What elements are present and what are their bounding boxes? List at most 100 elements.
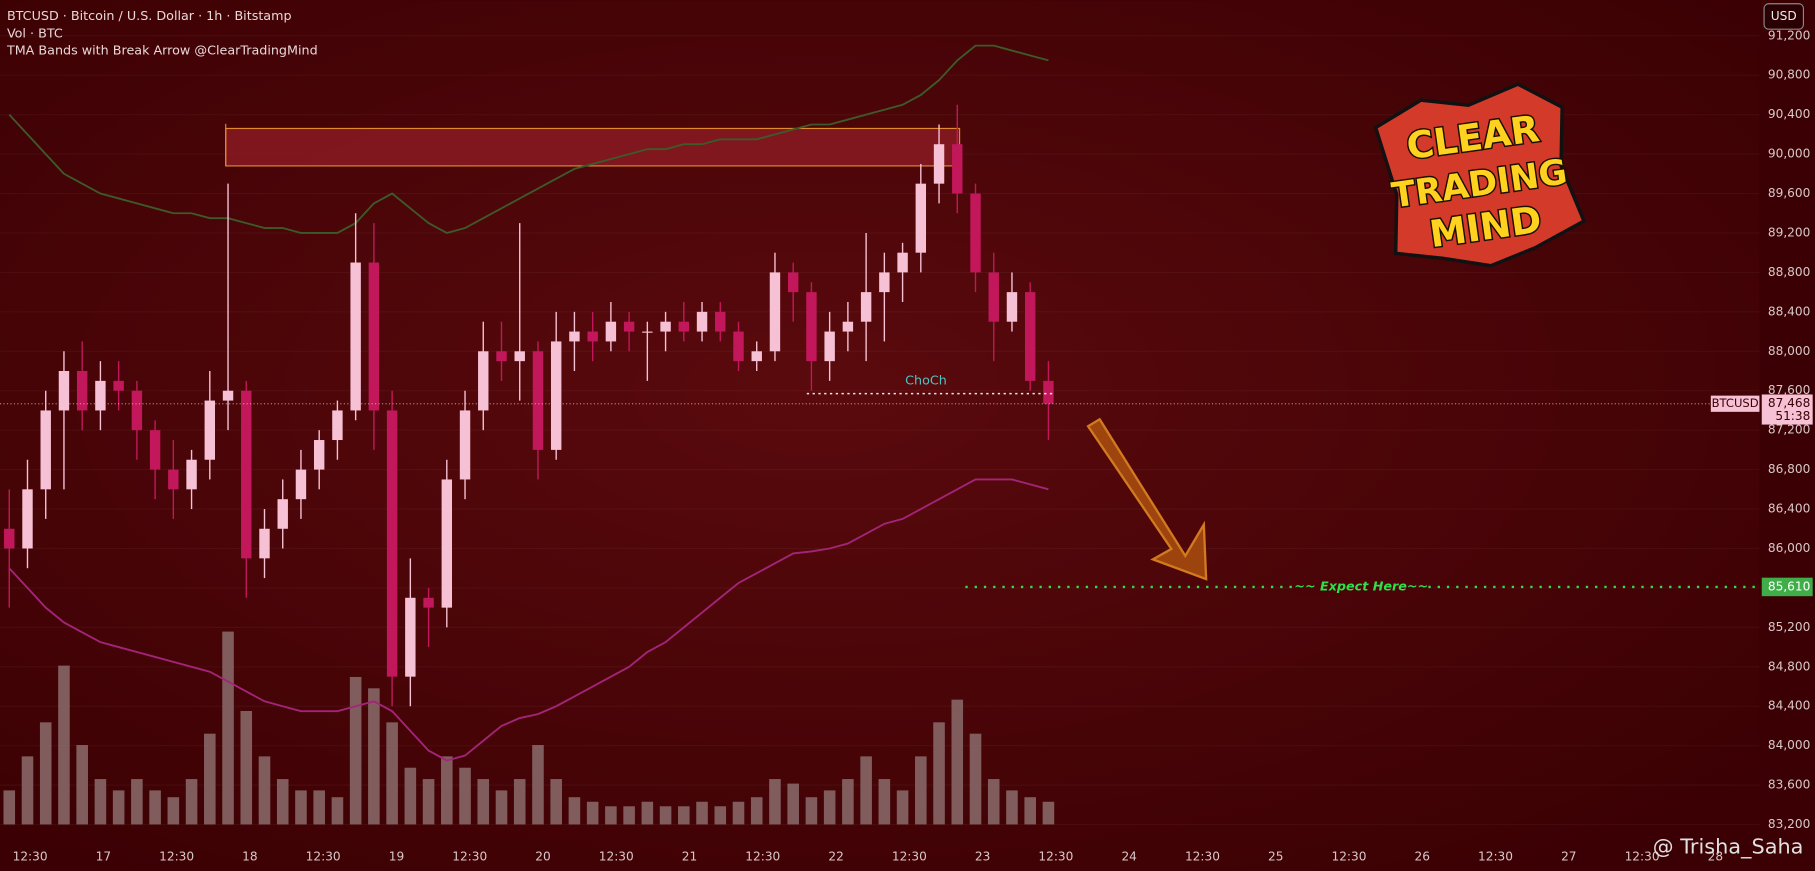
y-tick-label: 86,400 [1768, 502, 1810, 516]
countdown-label: 51:38 [1775, 409, 1810, 423]
candle-body [277, 499, 288, 529]
candle-body [313, 440, 325, 470]
volume-bar [21, 756, 34, 825]
down-arrow [1086, 417, 1208, 581]
volume-bar [532, 745, 544, 825]
candle-body [988, 272, 999, 322]
currency-label[interactable]: USD [1771, 9, 1797, 23]
candle-body [95, 380, 106, 411]
logo-badge [1373, 82, 1587, 268]
y-tick-label: 84,400 [1768, 699, 1810, 713]
target-text-bg [1294, 578, 1427, 596]
candle-body [587, 331, 598, 342]
volume-bar [222, 631, 234, 825]
candle-body [149, 430, 161, 470]
candle-body [970, 193, 981, 273]
volume-bar [678, 806, 690, 825]
y-tick-label: 88,800 [1768, 265, 1810, 279]
y-tick-label: 86,800 [1768, 462, 1810, 476]
x-tick-label: 12:30 [1478, 849, 1513, 863]
target-text: ~~ Expect Here~~ [1294, 579, 1428, 594]
volume-bar [131, 779, 143, 825]
watermark: @ Trisha_Saha [1653, 835, 1804, 860]
candle-body [241, 390, 252, 559]
currency-button[interactable] [1763, 3, 1805, 30]
volume-bar [951, 699, 964, 825]
price-tag [1761, 394, 1813, 425]
candle-body [368, 262, 380, 411]
volume-bar [295, 790, 307, 825]
x-tick-label: 22 [828, 849, 843, 863]
price-axis [1759, 0, 1815, 871]
candle-body [76, 371, 88, 411]
candle-body [1024, 292, 1036, 381]
volume-bar [605, 806, 617, 825]
candle-body [423, 597, 434, 608]
tma-band [8, 478, 1049, 762]
volume-bar [94, 779, 107, 825]
volume-bar [915, 756, 927, 825]
y-tick-label: 91,200 [1768, 28, 1810, 42]
volume-bar [149, 790, 161, 825]
candle-body [405, 597, 416, 677]
header-volume: Vol · BTC [7, 26, 63, 41]
choch-label: ChoCh [905, 373, 947, 388]
candle-body [933, 144, 945, 184]
volume-bar [58, 665, 70, 825]
volume-bar [659, 806, 672, 825]
volume-bar [1042, 801, 1055, 825]
candle-body [751, 351, 762, 362]
volume-bar [313, 790, 325, 825]
candle-body [496, 351, 507, 362]
candle-body [58, 371, 70, 411]
volume-bar [568, 797, 581, 825]
x-tick-label: 12:30 [1625, 849, 1660, 863]
volume-bar [459, 767, 471, 825]
candle-body [897, 252, 908, 273]
x-tick-label: 25 [1268, 849, 1283, 863]
volume-bar [787, 783, 799, 825]
volume-bar [860, 756, 872, 825]
volume-bar [896, 790, 909, 825]
volume-bar [641, 801, 654, 825]
candle-body [623, 321, 635, 332]
x-tick-label: 19 [389, 849, 404, 863]
y-tick-label: 88,000 [1768, 344, 1810, 358]
y-tick-label: 89,600 [1768, 186, 1810, 200]
y-tick-label: 85,200 [1768, 620, 1810, 634]
candle-body [168, 469, 179, 490]
y-tick-label: 84,800 [1768, 659, 1810, 673]
volume-bar [185, 779, 198, 825]
volume-bar [368, 688, 380, 825]
candle-body [459, 410, 471, 480]
x-tick-label: 12:30 [1331, 849, 1366, 863]
candle-body [678, 321, 690, 332]
x-tick-label: 20 [535, 849, 550, 863]
x-tick-label: 12:30 [1038, 849, 1073, 863]
volume-bar [696, 801, 708, 825]
candle-body [842, 321, 854, 332]
candle-body [478, 351, 489, 411]
volume-bar [204, 733, 216, 825]
x-tick-label: 27 [1561, 849, 1576, 863]
candle-body [715, 311, 726, 332]
volume-bar [732, 801, 745, 825]
x-tick-label: 17 [96, 849, 111, 863]
volume-bar [550, 779, 562, 825]
candle-body [350, 262, 361, 411]
volume-bar [714, 806, 727, 825]
header-symbol: BTCUSD · Bitcoin / U.S. Dollar · 1h · Bi… [7, 9, 292, 24]
candle-body [824, 331, 835, 362]
candle-body [332, 410, 343, 441]
volume-bar [987, 779, 1000, 825]
candle-body [769, 272, 781, 352]
volume-bar [750, 797, 763, 825]
candle-body [550, 341, 562, 450]
x-tick-label: 21 [682, 849, 697, 863]
volume-bar [240, 710, 253, 825]
target-tag [1761, 577, 1813, 597]
volume-bar [349, 676, 362, 825]
y-tick-label: 83,600 [1768, 778, 1810, 792]
volume-bar [933, 722, 945, 825]
